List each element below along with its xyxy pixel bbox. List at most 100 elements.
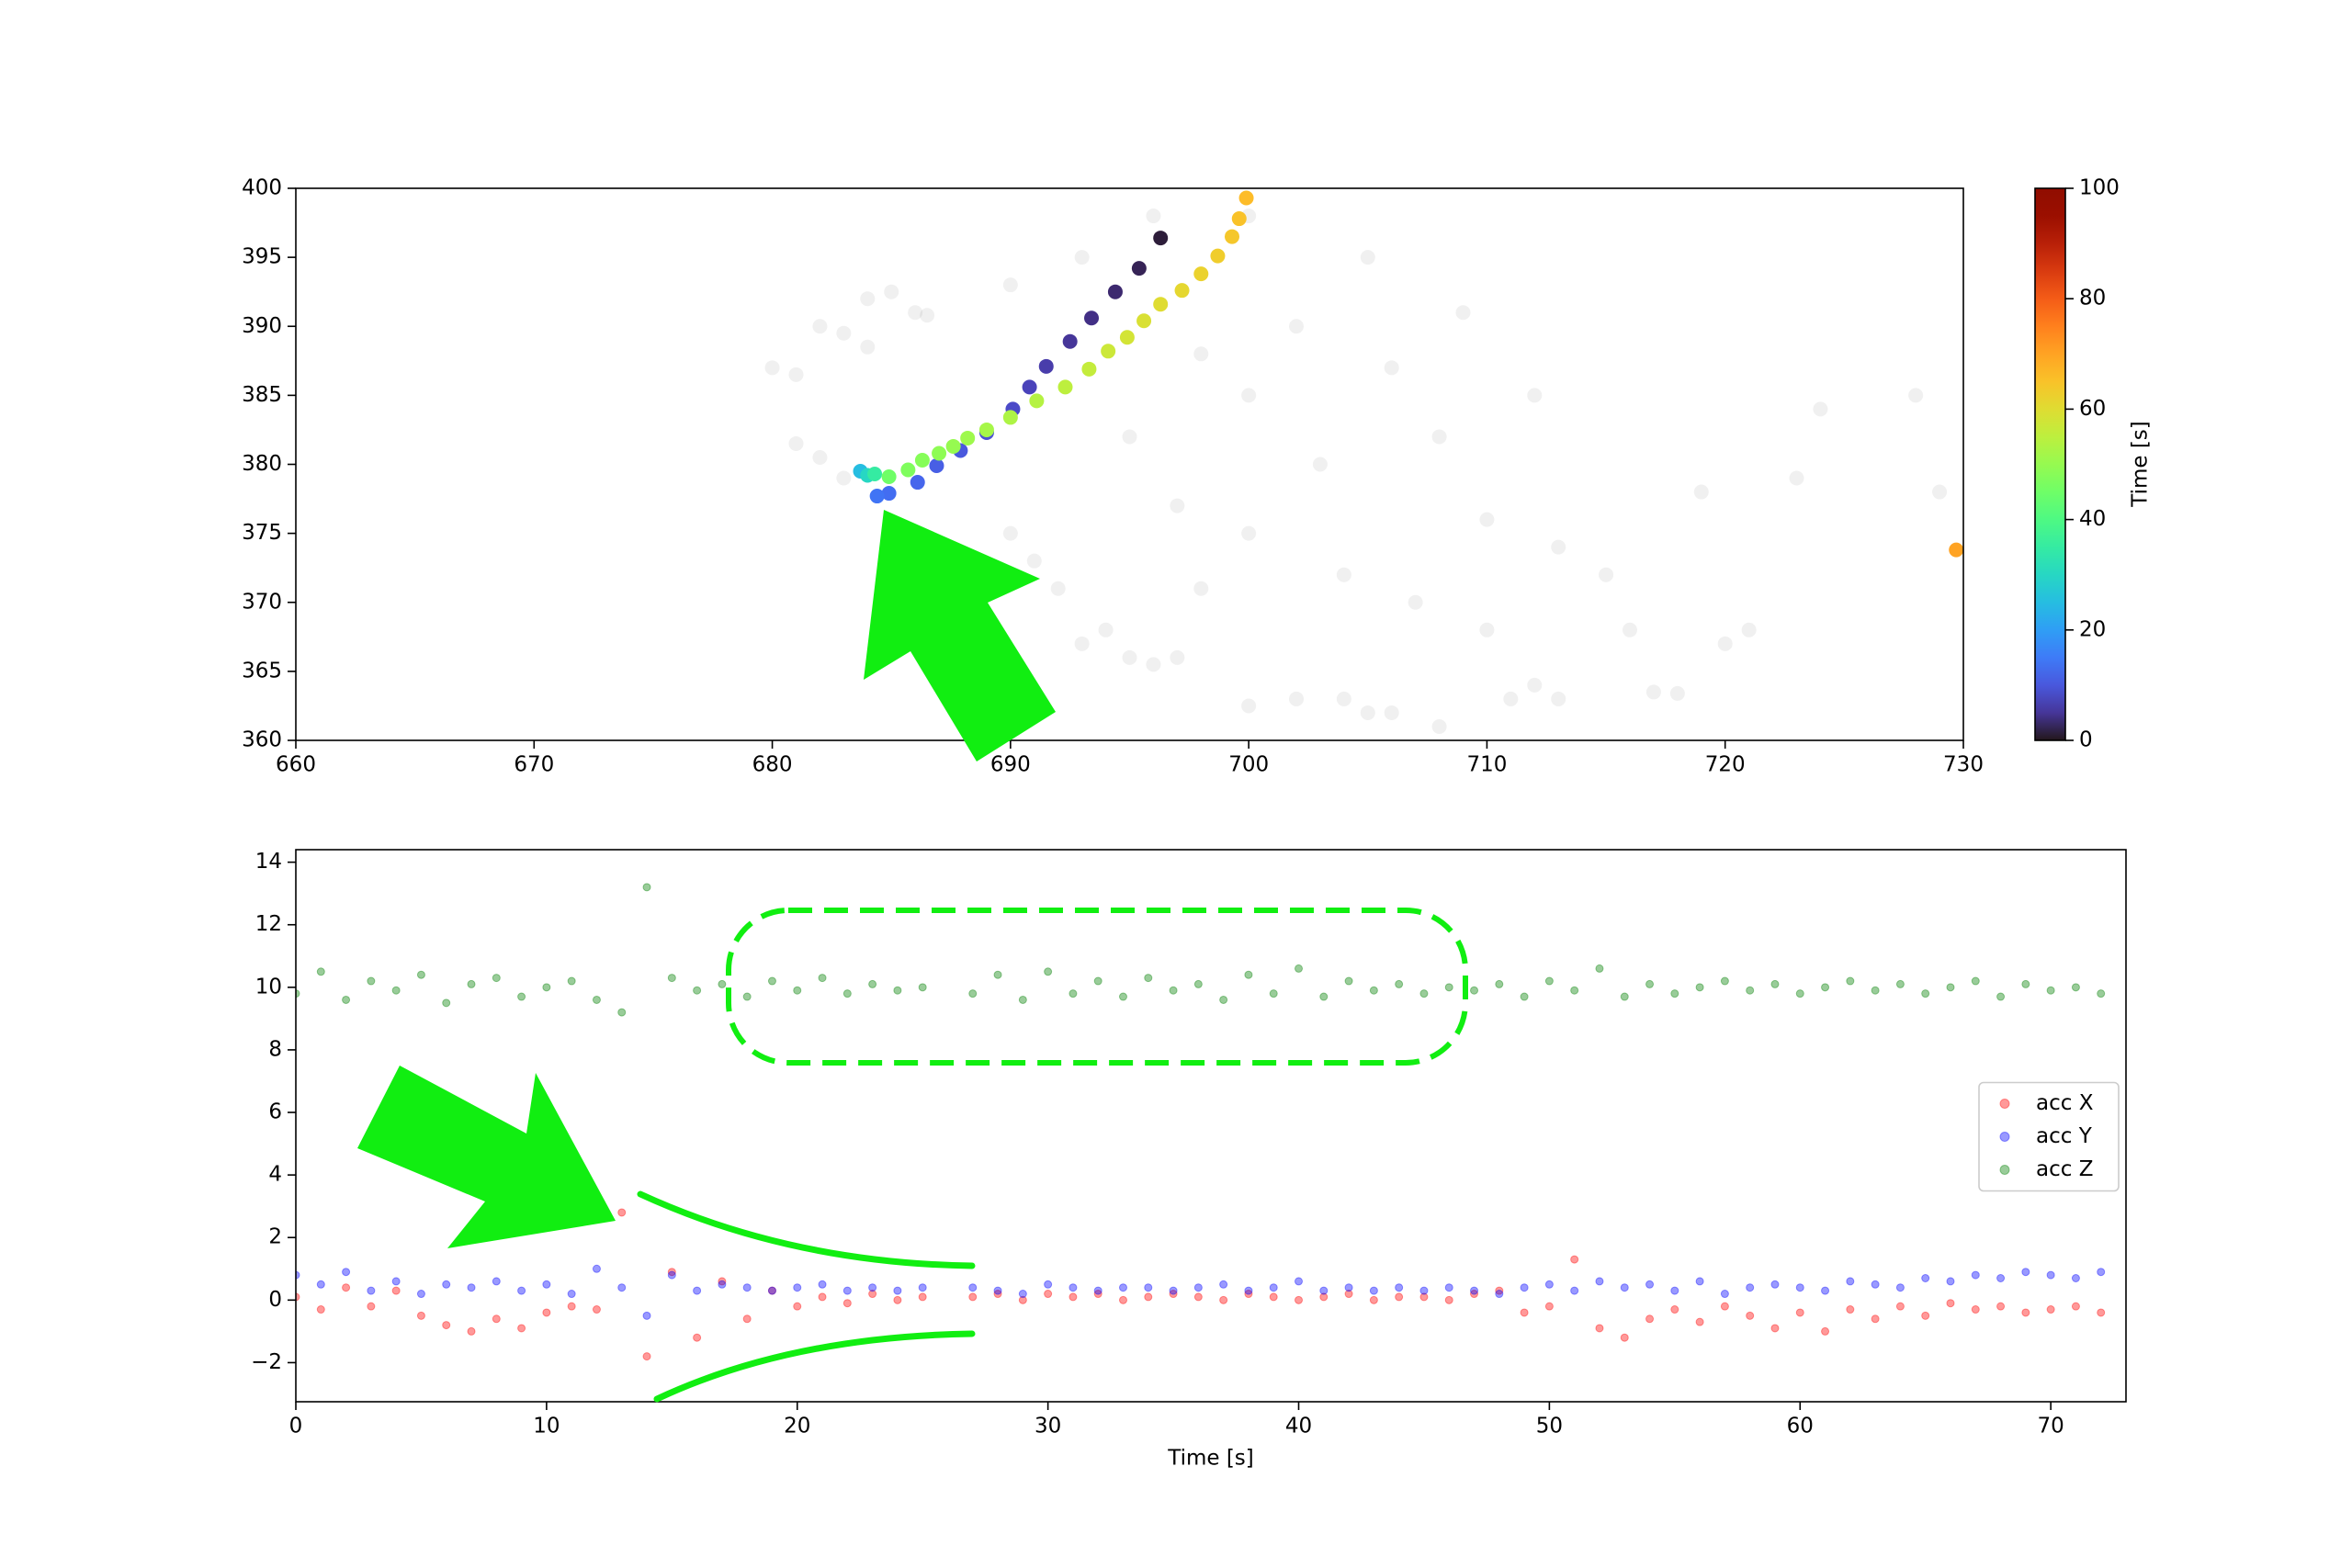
point (1289, 319, 1304, 334)
point (1645, 684, 1661, 700)
point (1444, 1295, 1453, 1304)
point (1295, 1295, 1304, 1304)
point (1971, 1270, 1980, 1280)
point (1062, 333, 1078, 349)
y-tick-label: 390 (242, 314, 282, 338)
point (1527, 388, 1543, 403)
point (968, 1283, 978, 1292)
point (1821, 983, 1830, 992)
point (642, 1352, 651, 1361)
point (296, 989, 300, 998)
point (2046, 1305, 2055, 1314)
point (517, 1286, 526, 1295)
point (918, 1283, 927, 1292)
point (1044, 1280, 1053, 1289)
point (918, 1292, 927, 1302)
point (1946, 1277, 1955, 1286)
x-tick-label: 690 (990, 753, 1031, 777)
point (1038, 358, 1054, 374)
point (1895, 1283, 1905, 1292)
point (1146, 657, 1161, 672)
point (914, 452, 930, 468)
point (296, 1292, 300, 1302)
point (1527, 677, 1543, 693)
colorbar-tick-label: 20 (2079, 617, 2106, 641)
colorbar-tick-label: 60 (2079, 397, 2106, 421)
point (910, 475, 925, 491)
point (667, 1270, 676, 1280)
point (1795, 1308, 1804, 1317)
point (1295, 964, 1304, 973)
point (1570, 986, 1579, 995)
point (1107, 284, 1123, 299)
point (742, 992, 752, 1001)
x-tick-label: 680 (752, 753, 793, 777)
point (2071, 983, 2080, 992)
point (718, 979, 727, 988)
point (2097, 1268, 2106, 1277)
point (1996, 1302, 2006, 1311)
point (1224, 229, 1239, 244)
point (1241, 698, 1257, 714)
point (1269, 1292, 1278, 1302)
point (1932, 484, 1948, 500)
point (1645, 1280, 1655, 1289)
point (1289, 691, 1304, 706)
point (1620, 1283, 1629, 1292)
point (718, 1277, 727, 1286)
point (1470, 986, 1479, 995)
point (1360, 705, 1375, 720)
point (1093, 976, 1102, 986)
point (1081, 361, 1097, 377)
point (818, 1280, 827, 1289)
point (367, 1302, 376, 1311)
point (1193, 979, 1203, 988)
point (567, 1302, 576, 1311)
point (1693, 484, 1709, 500)
point (1219, 1295, 1228, 1304)
point (1210, 248, 1226, 264)
point (1720, 976, 1729, 986)
point (617, 1008, 627, 1017)
point (1360, 250, 1375, 265)
point (1846, 976, 1855, 986)
point (1119, 330, 1135, 345)
y-tick-label: 400 (242, 176, 282, 200)
point (1595, 964, 1604, 973)
point (1144, 1283, 1153, 1292)
point (960, 430, 976, 446)
point (1131, 261, 1147, 276)
point (316, 1305, 325, 1314)
point (929, 458, 944, 474)
point (1946, 983, 1955, 992)
point (1479, 622, 1495, 637)
point (1645, 979, 1655, 988)
legend-label: acc X (2036, 1091, 2094, 1115)
point (860, 291, 876, 307)
y-tick-label: 8 (268, 1037, 282, 1061)
point (1470, 1286, 1479, 1295)
point (1544, 1280, 1554, 1289)
point (391, 986, 401, 995)
legend-marker (1999, 1165, 2010, 1175)
y-tick-label: 395 (242, 245, 282, 269)
point (1069, 1292, 1078, 1302)
point (868, 979, 877, 988)
point (1795, 989, 1804, 998)
point (978, 422, 994, 437)
point (1244, 1290, 1253, 1299)
x-tick-label: 730 (1943, 753, 1984, 777)
point (1219, 1280, 1228, 1289)
point (742, 1283, 752, 1292)
point (842, 1286, 852, 1295)
point (868, 1290, 877, 1299)
point (1720, 1290, 1729, 1299)
point (1746, 986, 1755, 995)
colorbar-tick-label: 80 (2079, 287, 2106, 310)
point (1431, 429, 1447, 445)
point (1174, 283, 1190, 299)
point (893, 1286, 902, 1295)
point (1821, 1286, 1830, 1295)
point (667, 974, 676, 983)
